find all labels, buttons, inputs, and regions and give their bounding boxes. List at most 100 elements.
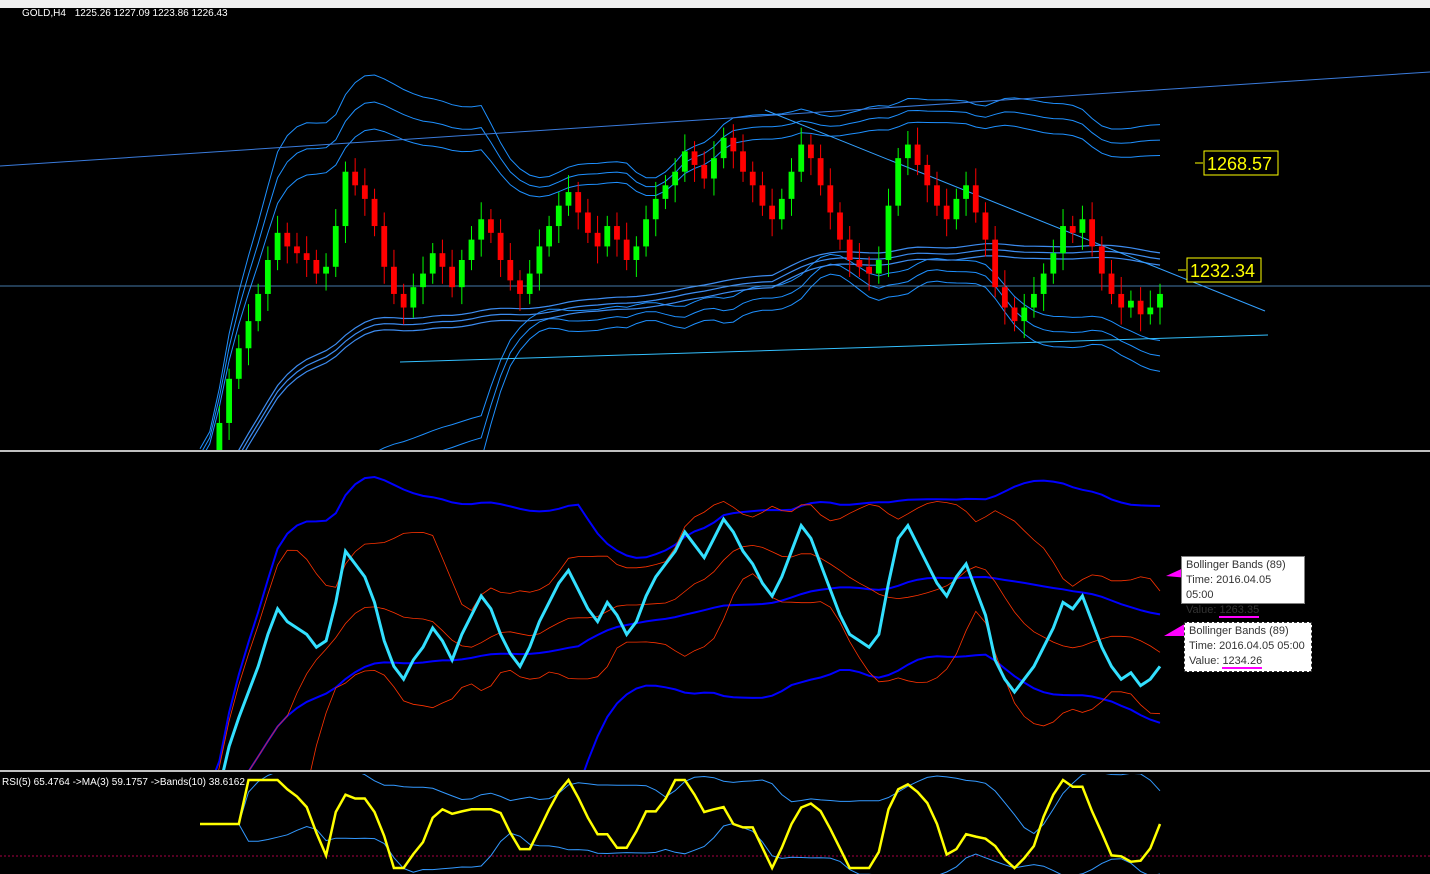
candle [410,273,417,318]
candle [361,168,368,216]
candle [420,256,426,305]
bollinger-band-line [214,475,1161,770]
candle [226,368,232,440]
candle [1118,276,1125,325]
price-label-1232: 1232.34 [1178,257,1262,283]
candle [332,209,339,277]
candle [371,188,378,237]
candle [439,239,446,284]
candle [924,154,931,203]
envelope-band-line [378,253,1161,450]
window-title-bar [0,0,1430,8]
candle [953,188,960,230]
candle [323,253,329,291]
candle [934,171,940,216]
candle [711,141,717,196]
candle [381,212,388,284]
candle [1021,293,1028,339]
envelope-band-line [442,263,1161,450]
candle [1137,287,1144,332]
candle [284,222,291,264]
candle [274,215,281,271]
envelope-lines [199,74,1161,450]
candle [478,202,485,257]
bollinger-tooltip-upper: Bollinger Bands (89) Time: 2016.04.05 05… [1181,556,1305,618]
candle [342,161,349,244]
candle [662,175,669,210]
candle [759,171,766,216]
envelope-band-line [205,121,1161,450]
short-bollinger-line [310,573,1161,770]
candle [691,141,698,182]
candle [507,243,514,291]
tooltip-value-label: Value: [1186,604,1217,616]
candle [391,249,397,305]
tooltip-value-label: Value: [1189,655,1220,667]
candle [788,158,795,216]
candle [536,229,543,291]
candle [207,450,213,515]
candle [1011,297,1018,332]
candle [1069,215,1076,244]
candle [555,192,562,244]
candle [623,222,630,271]
bollinger-tooltip-lower: Bollinger Bands (89) Time: 2016.04.05 05… [1184,622,1312,672]
candle [255,283,262,332]
candlesticks [207,124,1163,515]
candle [517,270,523,311]
candle [1079,205,1086,250]
tooltip-time-label: Time: [1189,640,1217,652]
candle [245,304,252,366]
rsi-header: RSI(5) 65.4764 ->MA(3) 59.1757 ->Bands(1… [2,777,245,788]
svg-text:1232.34: 1232.34 [1190,261,1255,281]
rsi-line [200,777,1162,871]
candle [817,144,824,196]
tooltip-value: 1234.26 [1222,655,1263,669]
price-label-1268: 1268.57 [1195,150,1279,176]
descending-trendline[interactable] [764,109,1266,312]
candle [885,188,892,277]
envelope-band-line [483,273,1161,450]
candle [1031,276,1037,318]
candle [992,226,999,298]
candle [488,209,494,244]
candle [904,130,911,176]
candle [837,202,843,250]
candle [526,259,533,305]
candle [303,236,310,277]
candle [584,198,591,244]
moving-average-line [238,243,1161,450]
channel-trendline-upper[interactable] [0,71,1430,167]
candle [701,151,708,189]
candle [1050,239,1057,284]
candle [1108,259,1115,305]
tooltip-time: 2016.04.05 05:00 [1219,640,1305,652]
support-trendline[interactable] [399,334,1269,363]
candle [846,226,853,277]
candle [313,249,320,284]
candle [681,134,688,182]
candle [546,215,552,257]
candle [449,249,456,298]
tooltip-title: Bollinger Bands (89) [1189,625,1289,637]
candle [458,249,465,305]
tooltip-time: 2016.04.05 05:00 [1186,574,1272,601]
candle [565,175,572,216]
tooltip-time-label: Time: [1186,574,1214,586]
candle [1060,209,1066,271]
candle [914,127,921,176]
moving-average-line [245,255,1161,450]
moving-average-line [241,249,1161,450]
candle [856,243,863,277]
candle [400,283,407,325]
rsi-band-line [200,822,1160,874]
candle [720,127,727,169]
candle [798,127,805,182]
candle [294,232,300,264]
tooltip-marker-arrow [1164,622,1188,636]
envelope-band-line [202,101,1161,450]
candle [594,215,601,264]
candle [264,246,271,311]
short-bollinger-line [248,544,1161,770]
